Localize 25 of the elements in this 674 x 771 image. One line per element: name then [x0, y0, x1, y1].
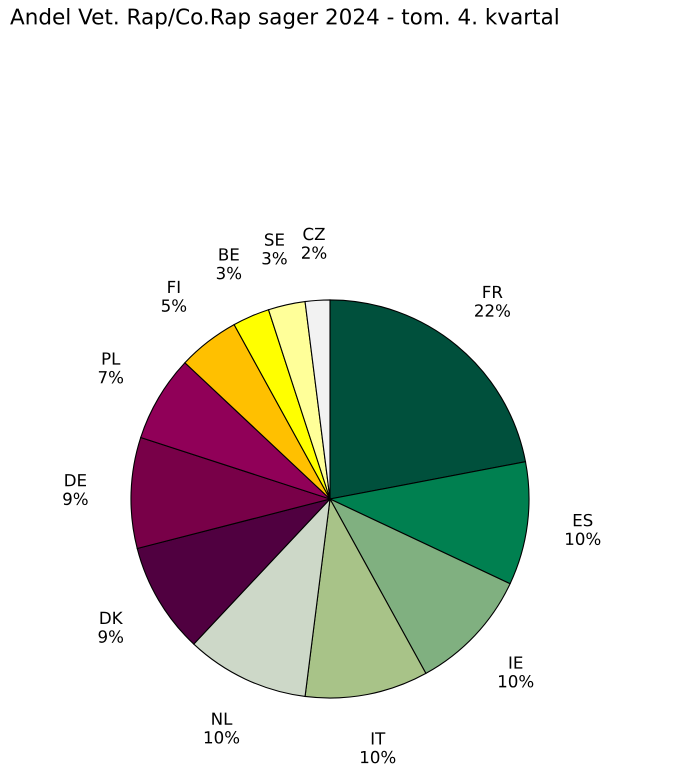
data-label: 3%: [262, 252, 287, 265]
slice-label: NL: [212, 712, 232, 725]
data-label: 2%: [302, 246, 326, 259]
data-label: 9%: [98, 630, 124, 643]
data-label: 10%: [566, 532, 600, 546]
data-label: 3%: [216, 266, 242, 280]
data-label: 10%: [499, 674, 534, 688]
data-label: 22%: [475, 304, 510, 317]
slice-label: PL: [102, 352, 120, 365]
data-label: 7%: [98, 370, 124, 384]
chart-title: Andel Vet. Rap/Co.Rap sager 2024 - tom. 4. kvartal: [10, 8, 558, 29]
data-label: 5%: [162, 299, 186, 312]
slice-label: DK: [100, 612, 123, 624]
slice-label: CZ: [303, 228, 325, 240]
data-label: 10%: [361, 750, 396, 764]
slice-label: FR: [483, 286, 502, 298]
data-label: 9%: [63, 492, 88, 506]
slice-label: ES: [574, 514, 592, 526]
slice-label: BE: [219, 248, 239, 260]
data-label: 10%: [204, 731, 240, 744]
slice-label: DE: [65, 474, 86, 486]
slice-label: IT: [372, 732, 386, 744]
slice-label: SE: [264, 233, 284, 246]
slice-label: IE: [510, 656, 522, 669]
slice-label: FI: [168, 280, 180, 293]
